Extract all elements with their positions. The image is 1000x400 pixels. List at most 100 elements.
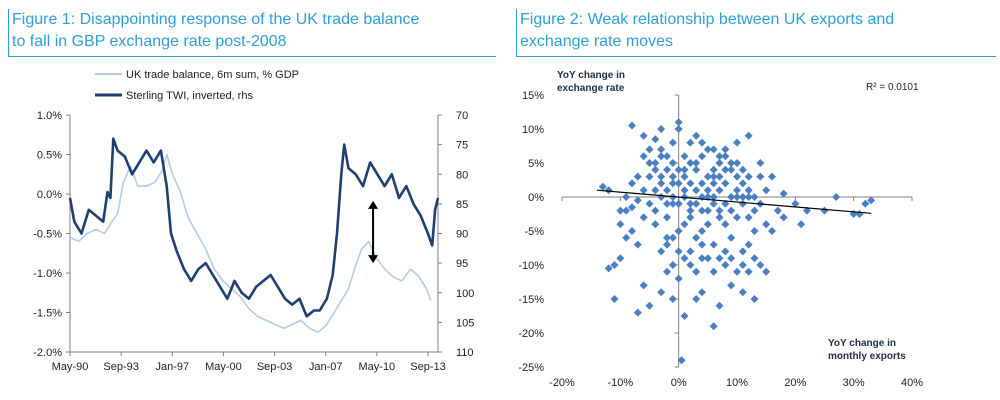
scatter-point: [668, 172, 677, 181]
right-y-tick-label: 100: [456, 288, 474, 300]
scatter-point: [744, 240, 753, 249]
trend-line: [596, 189, 872, 214]
scatter-point: [657, 145, 666, 154]
scatter-point: [738, 288, 747, 297]
x-tick-label: Sep-93: [103, 361, 138, 373]
scatter-point: [680, 220, 689, 229]
scatter-point: [674, 125, 683, 133]
scatter-point: [703, 193, 712, 201]
scatter-point: [628, 179, 636, 188]
scatter-point: [715, 206, 724, 215]
scatter-point: [715, 254, 724, 263]
scatter-point: [762, 267, 771, 276]
scatter-point: [657, 288, 666, 297]
scatter-point: [622, 193, 631, 201]
scatter-point: [657, 152, 666, 161]
figure-1-title-line1: Figure 1: Disappointing response of the …: [12, 11, 420, 28]
scatter-point: [639, 152, 648, 161]
scatter-point: [686, 199, 695, 208]
y-tick-label: 0%: [528, 192, 544, 204]
scatter-point: [680, 186, 689, 195]
scatter-point: [616, 220, 625, 229]
scatter-point: [692, 165, 701, 174]
scatter-point: [663, 213, 671, 222]
scatter-point: [692, 159, 701, 167]
scatter-point: [727, 233, 736, 242]
x-tick-label: 10%: [726, 377, 748, 389]
scatter-point: [768, 172, 776, 181]
scatter-point: [639, 131, 648, 140]
scatter-point: [721, 247, 730, 256]
scatter-point: [744, 172, 753, 181]
figure-2-scatter-chart: 15% 10% 5% 0% -5% -10% -15% -20% -25% -20% -10% 0% 1…: [518, 70, 923, 389]
scatter-point: [680, 152, 689, 161]
scatter-point: [616, 206, 625, 215]
figure-1-title: Figure 1: Disappointing response of the …: [8, 9, 496, 57]
r-squared-label: R² = 0.0101: [866, 82, 919, 93]
scatter-point: [622, 206, 631, 215]
scatter-point: [744, 193, 753, 201]
scatter-point: [674, 274, 683, 283]
scatter-point: [674, 199, 683, 208]
scatter-point: [692, 186, 701, 195]
scatter-point: [756, 159, 765, 167]
scatter-point: [668, 159, 677, 167]
scatter-point: [686, 261, 695, 269]
scatter-point: [861, 199, 870, 208]
scatter-point: [709, 240, 718, 249]
scatter-point: [709, 199, 718, 208]
scatter-point: [791, 199, 800, 208]
x-tick-label: Sep-13: [410, 361, 445, 373]
scatter-point: [604, 186, 613, 195]
scatter-point: [698, 227, 706, 235]
scatter-point: [721, 179, 730, 188]
figure-1-line-chart: UK trade balance, 6m sum, % GDP Sterling…: [33, 69, 474, 373]
scatter-point: [633, 240, 642, 249]
scatter-point: [715, 172, 724, 181]
scatter-point: [698, 138, 706, 147]
scatter-point: [733, 213, 741, 222]
scatter-point: [680, 312, 689, 320]
figure-2-panel: Figure 2: Weak relationship between UK e…: [500, 0, 1000, 400]
scatter-point: [633, 308, 642, 317]
left-y-tick-label: 0.0%: [37, 189, 62, 201]
scatter-point: [733, 193, 741, 201]
x-tick-label: May-00: [205, 361, 242, 373]
scatter-point: [797, 220, 806, 229]
scatter-point: [680, 172, 689, 181]
scatter-point: [727, 206, 736, 215]
scatter-point: [744, 131, 753, 140]
scatter-point: [703, 220, 712, 229]
scatter-point: [651, 159, 660, 167]
figure-1-title-line2: to fall in GBP exchange rate post-2008: [12, 33, 287, 50]
scatter-point: [674, 118, 683, 127]
scatter-point: [663, 165, 671, 174]
scatter-point: [779, 189, 788, 198]
scatter-point: [715, 301, 724, 310]
scatter-point: [674, 179, 683, 188]
scatter-point: [628, 121, 636, 130]
scatter-point: [645, 145, 654, 154]
left-y-tick-label: -0.5%: [33, 229, 62, 241]
scatter-point: [639, 213, 648, 222]
right-y-tick-label: 80: [456, 169, 468, 181]
scatter-point: [721, 220, 730, 229]
scatter-point: [645, 301, 654, 310]
scatter-point: [703, 254, 712, 263]
scatter-point: [680, 165, 689, 174]
scatter-point: [855, 210, 864, 218]
scatter-point: [674, 247, 683, 256]
scatter-point: [721, 152, 730, 161]
scatter-point: [709, 267, 718, 276]
figure-2-title-line2: exchange rate moves: [520, 33, 673, 50]
x-tick-label: 30%: [843, 377, 865, 389]
scatter-point: [820, 206, 829, 215]
right-y-tick-label: 90: [456, 229, 468, 241]
scatter-point: [686, 213, 695, 222]
scatter-point: [628, 227, 636, 235]
scatter-point: [738, 165, 747, 174]
scatter-point: [663, 186, 671, 195]
scatter-point: [721, 199, 730, 208]
x-tick-label: Sep-03: [257, 361, 292, 373]
annotation-arrow-head-up: [368, 200, 379, 209]
